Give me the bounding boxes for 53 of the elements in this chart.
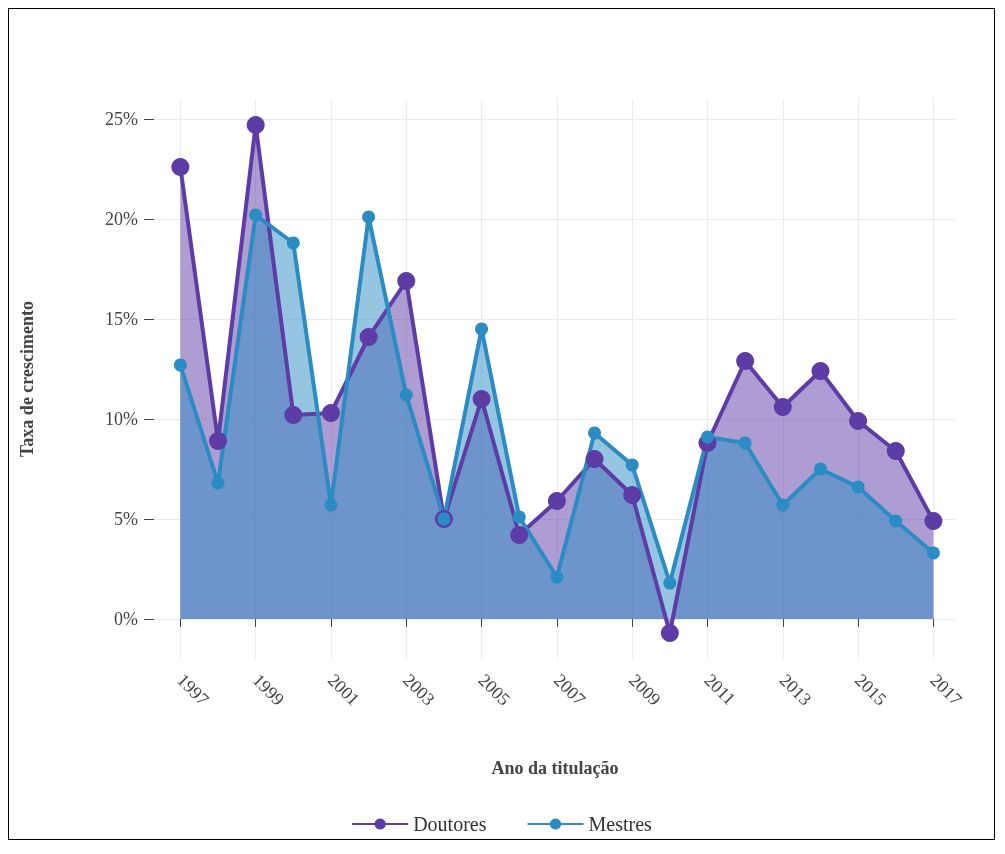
point: [550, 570, 564, 584]
x-tick-label: 1997: [173, 669, 213, 710]
point: [811, 362, 830, 380]
point: [851, 480, 865, 494]
point: [736, 352, 755, 370]
y-tick-label: 5%: [114, 509, 138, 529]
point: [701, 430, 714, 444]
point: [321, 404, 340, 422]
point: [547, 492, 566, 510]
y-axis-title: Taxa de crescimento: [17, 301, 37, 457]
point: [324, 498, 338, 512]
y-tick-label: 20%: [105, 209, 138, 229]
point: [813, 462, 827, 476]
point: [475, 322, 489, 336]
point: [512, 510, 526, 524]
point: [362, 210, 376, 224]
point: [472, 390, 491, 408]
point: [399, 388, 413, 402]
point: [660, 624, 679, 642]
legend-label: Doutores: [413, 813, 487, 835]
x-tick-label: 2007: [549, 669, 590, 710]
point: [209, 432, 228, 450]
y-tick-label: 10%: [105, 409, 138, 429]
point: [849, 412, 868, 430]
point: [249, 208, 263, 222]
x-tick-label: 2017: [926, 669, 966, 710]
point: [359, 328, 378, 346]
point: [924, 512, 943, 530]
y-tick-label: 0%: [114, 609, 138, 629]
point: [588, 426, 602, 440]
point: [886, 442, 905, 460]
point: [397, 272, 416, 290]
point: [738, 436, 752, 450]
legend-label: Mestres: [588, 813, 653, 835]
point: [663, 576, 677, 590]
point: [776, 498, 790, 512]
point: [171, 158, 190, 176]
y-tick-label: 15%: [105, 309, 138, 329]
point: [623, 486, 642, 504]
point: [284, 406, 303, 424]
point: [286, 236, 300, 250]
point: [510, 526, 529, 544]
point: [585, 450, 604, 468]
point: [926, 546, 940, 560]
point: [173, 358, 187, 372]
x-axis-title: Ano da titulação: [491, 758, 619, 778]
point: [773, 398, 792, 416]
x-tick-label: 1999: [248, 669, 289, 710]
point: [889, 514, 903, 528]
point: [625, 458, 639, 472]
point: [211, 476, 225, 490]
point: [246, 116, 265, 134]
y-tick-label: 25%: [105, 109, 138, 129]
